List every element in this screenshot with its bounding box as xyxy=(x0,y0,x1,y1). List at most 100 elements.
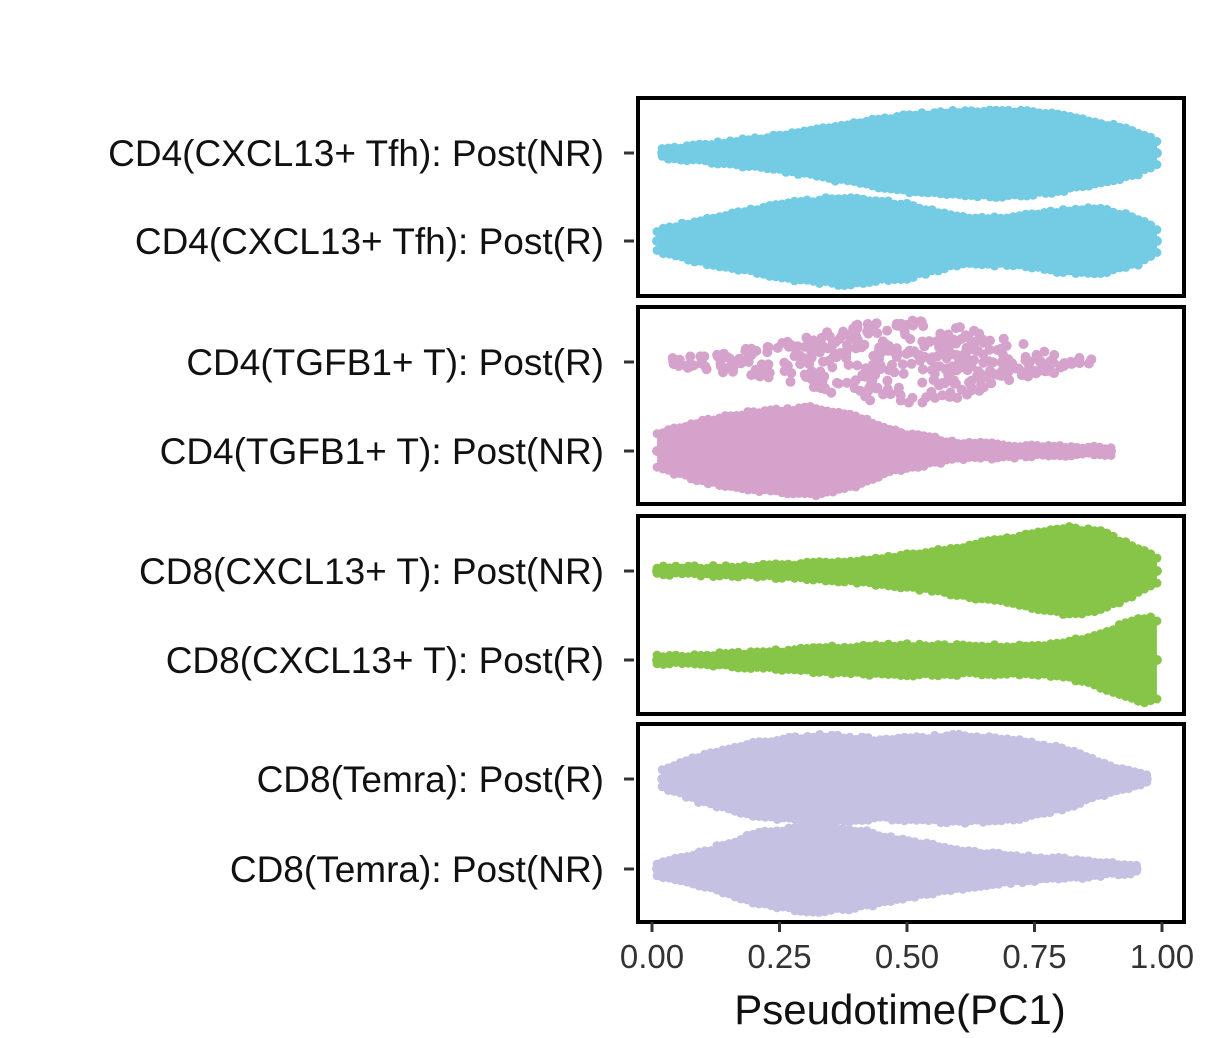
swarm-point xyxy=(772,342,783,353)
swarm-point xyxy=(1003,366,1014,377)
x-tick-label: 0.00 xyxy=(620,938,684,975)
swarm-point xyxy=(962,389,972,400)
swarm-point xyxy=(908,549,918,559)
swarm-point xyxy=(939,335,950,346)
swarm-body xyxy=(657,616,1157,704)
swarm-point xyxy=(949,378,960,389)
x-tick-label: 0.25 xyxy=(747,938,811,975)
swarm-point xyxy=(1016,370,1027,381)
swarm-point xyxy=(657,774,668,784)
swarm-point xyxy=(1108,625,1118,635)
swarm-body xyxy=(657,825,1137,913)
swarm-point xyxy=(966,381,977,392)
swarm-point xyxy=(864,383,874,394)
swarm-point xyxy=(1049,350,1060,360)
swarm-point xyxy=(907,392,918,403)
swarm-point xyxy=(1106,446,1116,456)
swarm-point xyxy=(929,375,940,386)
swarm-point xyxy=(872,328,883,339)
swarm-point xyxy=(1083,358,1094,369)
swarm-point xyxy=(916,352,926,363)
swarm-point xyxy=(890,199,899,209)
swarm-body xyxy=(657,197,1157,285)
swarm-point xyxy=(652,446,663,456)
swarm-point xyxy=(696,563,706,573)
swarm-point xyxy=(816,383,827,394)
swarm-body xyxy=(662,735,1147,823)
swarm-point xyxy=(998,333,1009,344)
swarm-point xyxy=(688,792,697,802)
swarm-point xyxy=(779,357,790,368)
swarm-point xyxy=(924,336,935,347)
swarm-point xyxy=(874,345,884,356)
swarm-point xyxy=(1043,365,1054,376)
swarm-point xyxy=(706,846,716,856)
swarm-point xyxy=(1020,351,1031,362)
swarm-point xyxy=(992,345,1003,355)
x-axis-title: Pseudotime(PC1) xyxy=(734,986,1065,1033)
swarm-point xyxy=(943,370,954,381)
swarm-point xyxy=(835,348,846,358)
swarm-point xyxy=(812,374,822,385)
swarm-point xyxy=(727,365,738,376)
swarm-point xyxy=(963,332,974,343)
swarm-point xyxy=(845,334,856,345)
swarm-point xyxy=(733,663,743,673)
row-label: CD8(CXCL13+ T): Post(NR) xyxy=(139,551,604,592)
panel-4: CD8(Temra): Post(R) CD8(Temra): Post(NR) xyxy=(230,722,1186,924)
swarm-body xyxy=(657,527,1157,615)
panel-frame xyxy=(636,96,1186,298)
swarm-point xyxy=(852,360,863,371)
swarm-point xyxy=(905,334,916,345)
swarm-point xyxy=(1152,137,1162,146)
swarm-point xyxy=(842,377,852,388)
swarm-point xyxy=(1152,616,1162,626)
swarm-series xyxy=(652,193,1162,290)
swarm-point xyxy=(808,382,819,393)
swarm-point xyxy=(1074,354,1085,365)
swarm-point xyxy=(733,207,743,217)
swarm-point xyxy=(727,562,737,572)
swarm-point xyxy=(1089,526,1099,536)
panel-2: CD4(TGFB1+ T): Post(R) CD4(TGFB1+ T): Pos… xyxy=(160,305,1186,506)
swarm-point xyxy=(891,320,902,331)
swarm-point xyxy=(743,353,754,364)
swarm-point xyxy=(883,365,894,376)
swarm-point xyxy=(860,391,871,402)
swarm-point xyxy=(917,377,928,388)
swarm-point xyxy=(769,164,778,174)
swarm-point xyxy=(978,357,989,368)
panel-frame xyxy=(636,722,1186,924)
swarm-point xyxy=(891,351,902,362)
swarm-point xyxy=(791,347,802,358)
row-label: CD8(Temra): Post(NR) xyxy=(230,849,604,890)
swarm-point xyxy=(906,358,917,369)
swarm-point xyxy=(816,332,827,343)
swarm-point xyxy=(1007,358,1018,369)
swarm-point xyxy=(1018,339,1029,349)
x-tick-label: 1.00 xyxy=(1130,938,1194,975)
panel-frame xyxy=(636,514,1186,716)
swarm-point xyxy=(799,369,810,380)
swarm-point xyxy=(699,351,710,362)
swarm-point xyxy=(942,343,953,354)
swarm-point xyxy=(990,535,999,545)
row-label: CD4(CXCL13+ Tfh): Post(NR) xyxy=(108,133,604,174)
swarm-point xyxy=(969,325,979,336)
swarm-point xyxy=(897,359,908,370)
swarm-point xyxy=(890,275,899,285)
panel-1: CD4(CXCL13+ Tfh): Post(NR) CD4(CXCL13+ Tf… xyxy=(108,96,1186,298)
swarm-point xyxy=(758,647,768,657)
swarm-point xyxy=(916,316,927,327)
swarm-point xyxy=(996,669,1006,679)
swarm-point xyxy=(946,261,956,271)
swarm-point xyxy=(1133,170,1143,180)
swarm-point xyxy=(863,323,874,334)
swarm-point xyxy=(882,325,893,336)
swarm-point xyxy=(696,650,706,660)
swarm-point xyxy=(852,340,862,351)
swarm-point xyxy=(652,236,663,246)
swarm-point xyxy=(865,363,876,374)
